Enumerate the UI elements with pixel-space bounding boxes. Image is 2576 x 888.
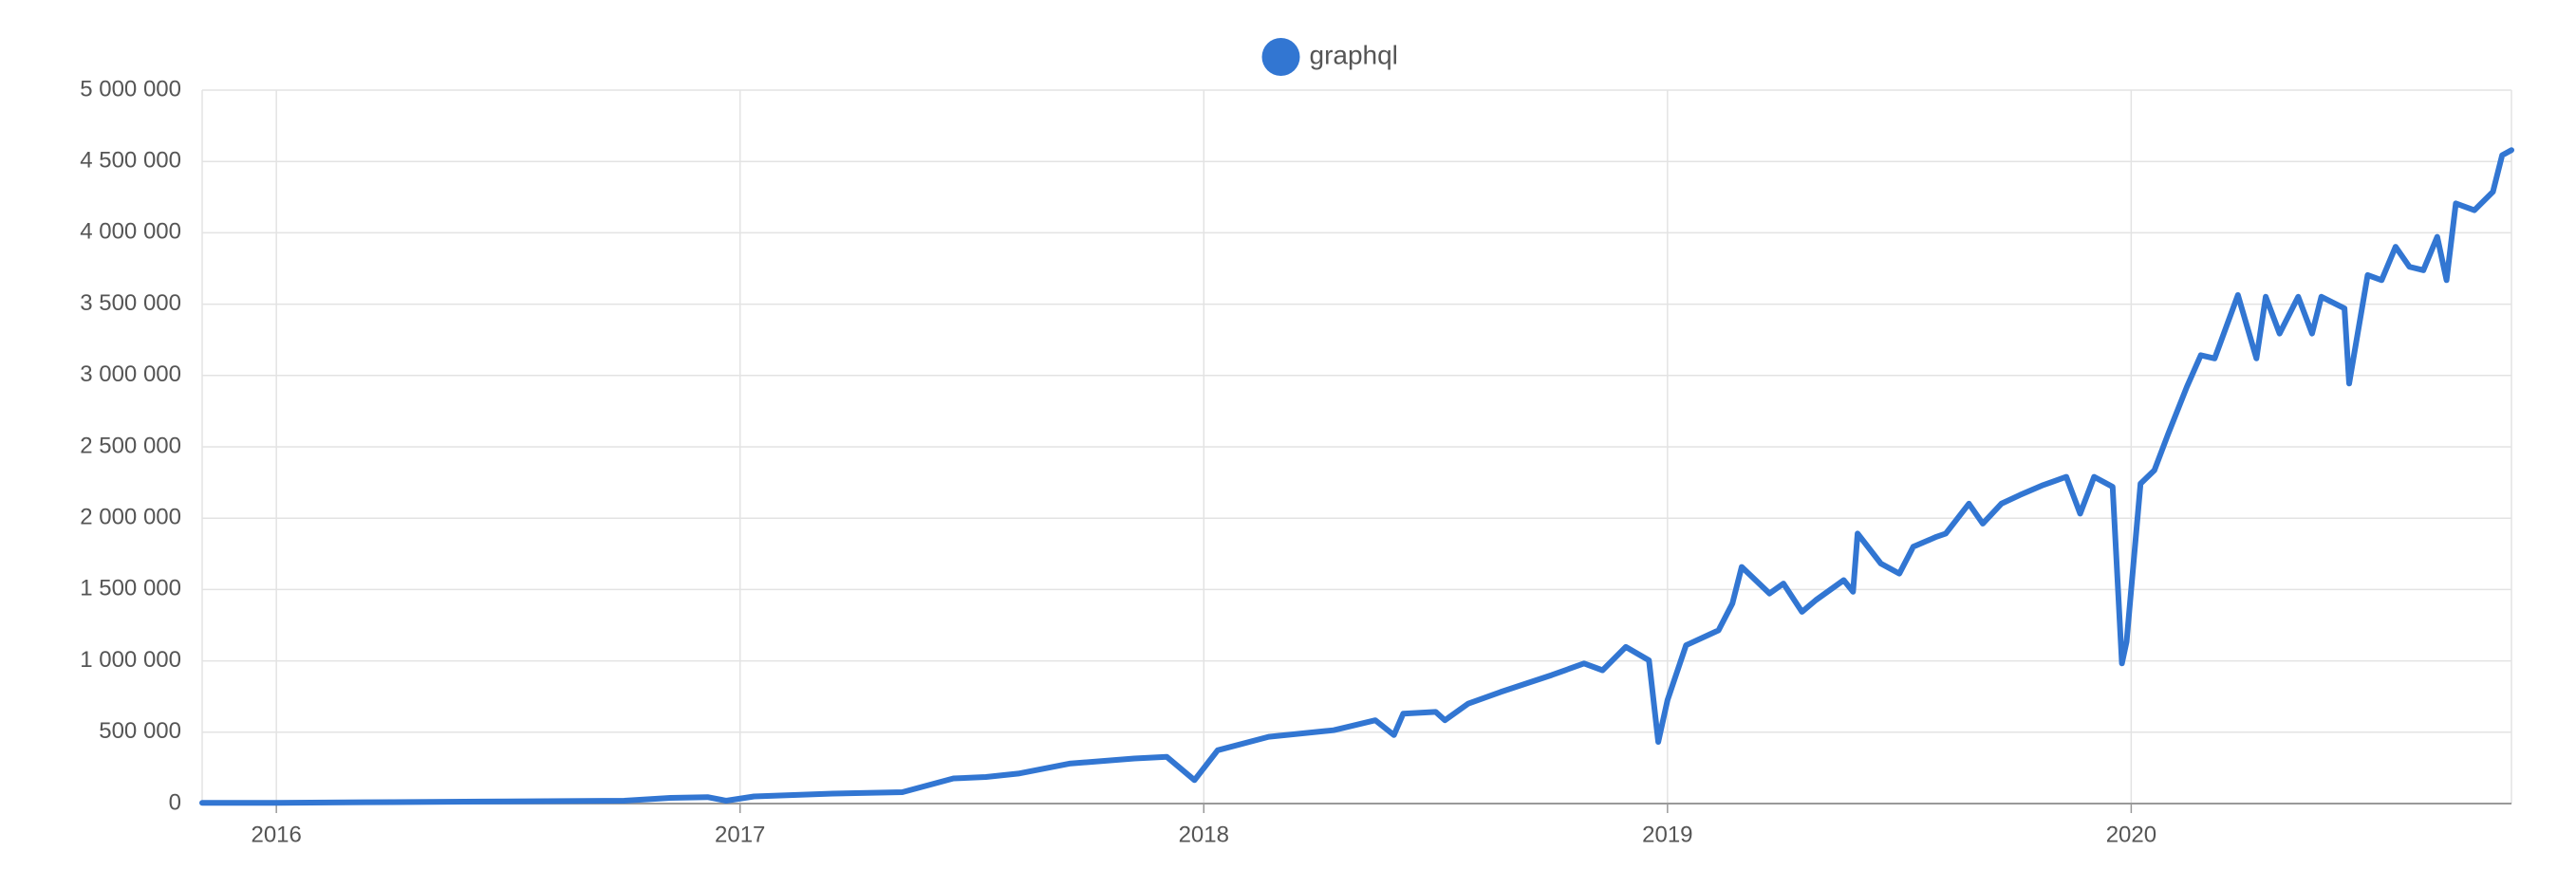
x-tick-label: 2016 — [251, 822, 301, 847]
y-tick-label: 5 000 000 — [80, 76, 181, 102]
y-tick-label: 0 — [169, 789, 181, 815]
series-line — [199, 147, 2514, 806]
x-tick-label: 2017 — [715, 822, 765, 847]
x-tick-label: 2019 — [1642, 822, 1692, 847]
y-tick-label: 4 000 000 — [80, 219, 181, 245]
legend-marker — [1261, 38, 1300, 76]
y-tick-label: 2 000 000 — [80, 505, 181, 530]
y-tick-label: 4 500 000 — [80, 148, 181, 174]
x-tick-label: 2020 — [2106, 822, 2156, 847]
y-tick-label: 500 000 — [99, 718, 181, 744]
legend-label: graphql — [1310, 40, 1398, 69]
y-tick-label: 2 500 000 — [80, 433, 181, 458]
y-tick-label: 1 000 000 — [80, 647, 181, 673]
y-tick-label: 1 500 000 — [80, 576, 181, 601]
y-tick-label: 3 500 000 — [80, 290, 181, 316]
x-tick-label: 2018 — [1179, 822, 1229, 847]
y-tick-label: 3 000 000 — [80, 361, 181, 387]
